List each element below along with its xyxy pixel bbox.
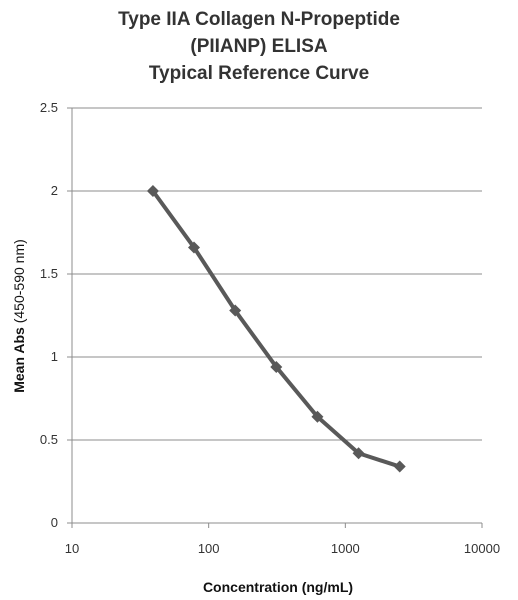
data-series [146,185,406,473]
data-point-marker [187,241,200,254]
series-line [150,189,402,469]
y-tick-label: 1.5 [40,266,58,281]
data-point-marker [270,360,283,373]
chart-title-line-1: Type IIA Collagen N-Propeptide [118,9,400,30]
x-tick-label: 10000 [464,541,500,556]
x-tick-label: 100 [198,541,220,556]
y-tick-labels: 0 0.5 1 1.5 2 2.5 [40,100,58,530]
x-tick-label: 10 [65,541,79,556]
y-axis-title-unit: (450-590 nm) [11,239,27,327]
y-tick-label: 0.5 [40,432,58,447]
chart-title: Type IIA Collagen N-Propeptide (PIIANP) … [0,6,518,87]
y-tick-label: 0 [51,515,58,530]
chart-title-line-2: (PIIANP) ELISA [190,36,328,57]
axes [67,107,483,528]
y-axis-title: Mean Abs (450-590 nm) [11,239,27,393]
y-tick-label: 2.5 [40,100,58,115]
x-tick-label: 1000 [331,541,360,556]
x-axis-title: Concentration (ng/mL) [203,579,353,595]
y-axis-title-main: Mean Abs [11,327,27,393]
data-point-marker [229,304,242,317]
gridlines [72,107,482,441]
chart-title-line-3: Typical Reference Curve [148,63,370,84]
data-point-marker [146,185,159,197]
y-tick-label: 1 [51,349,58,364]
data-point-marker [393,460,406,473]
x-tick-labels: 10 100 1000 10000 [65,541,500,556]
data-point-marker [311,410,324,423]
data-point-marker [352,447,365,460]
y-tick-label: 2 [51,183,58,198]
